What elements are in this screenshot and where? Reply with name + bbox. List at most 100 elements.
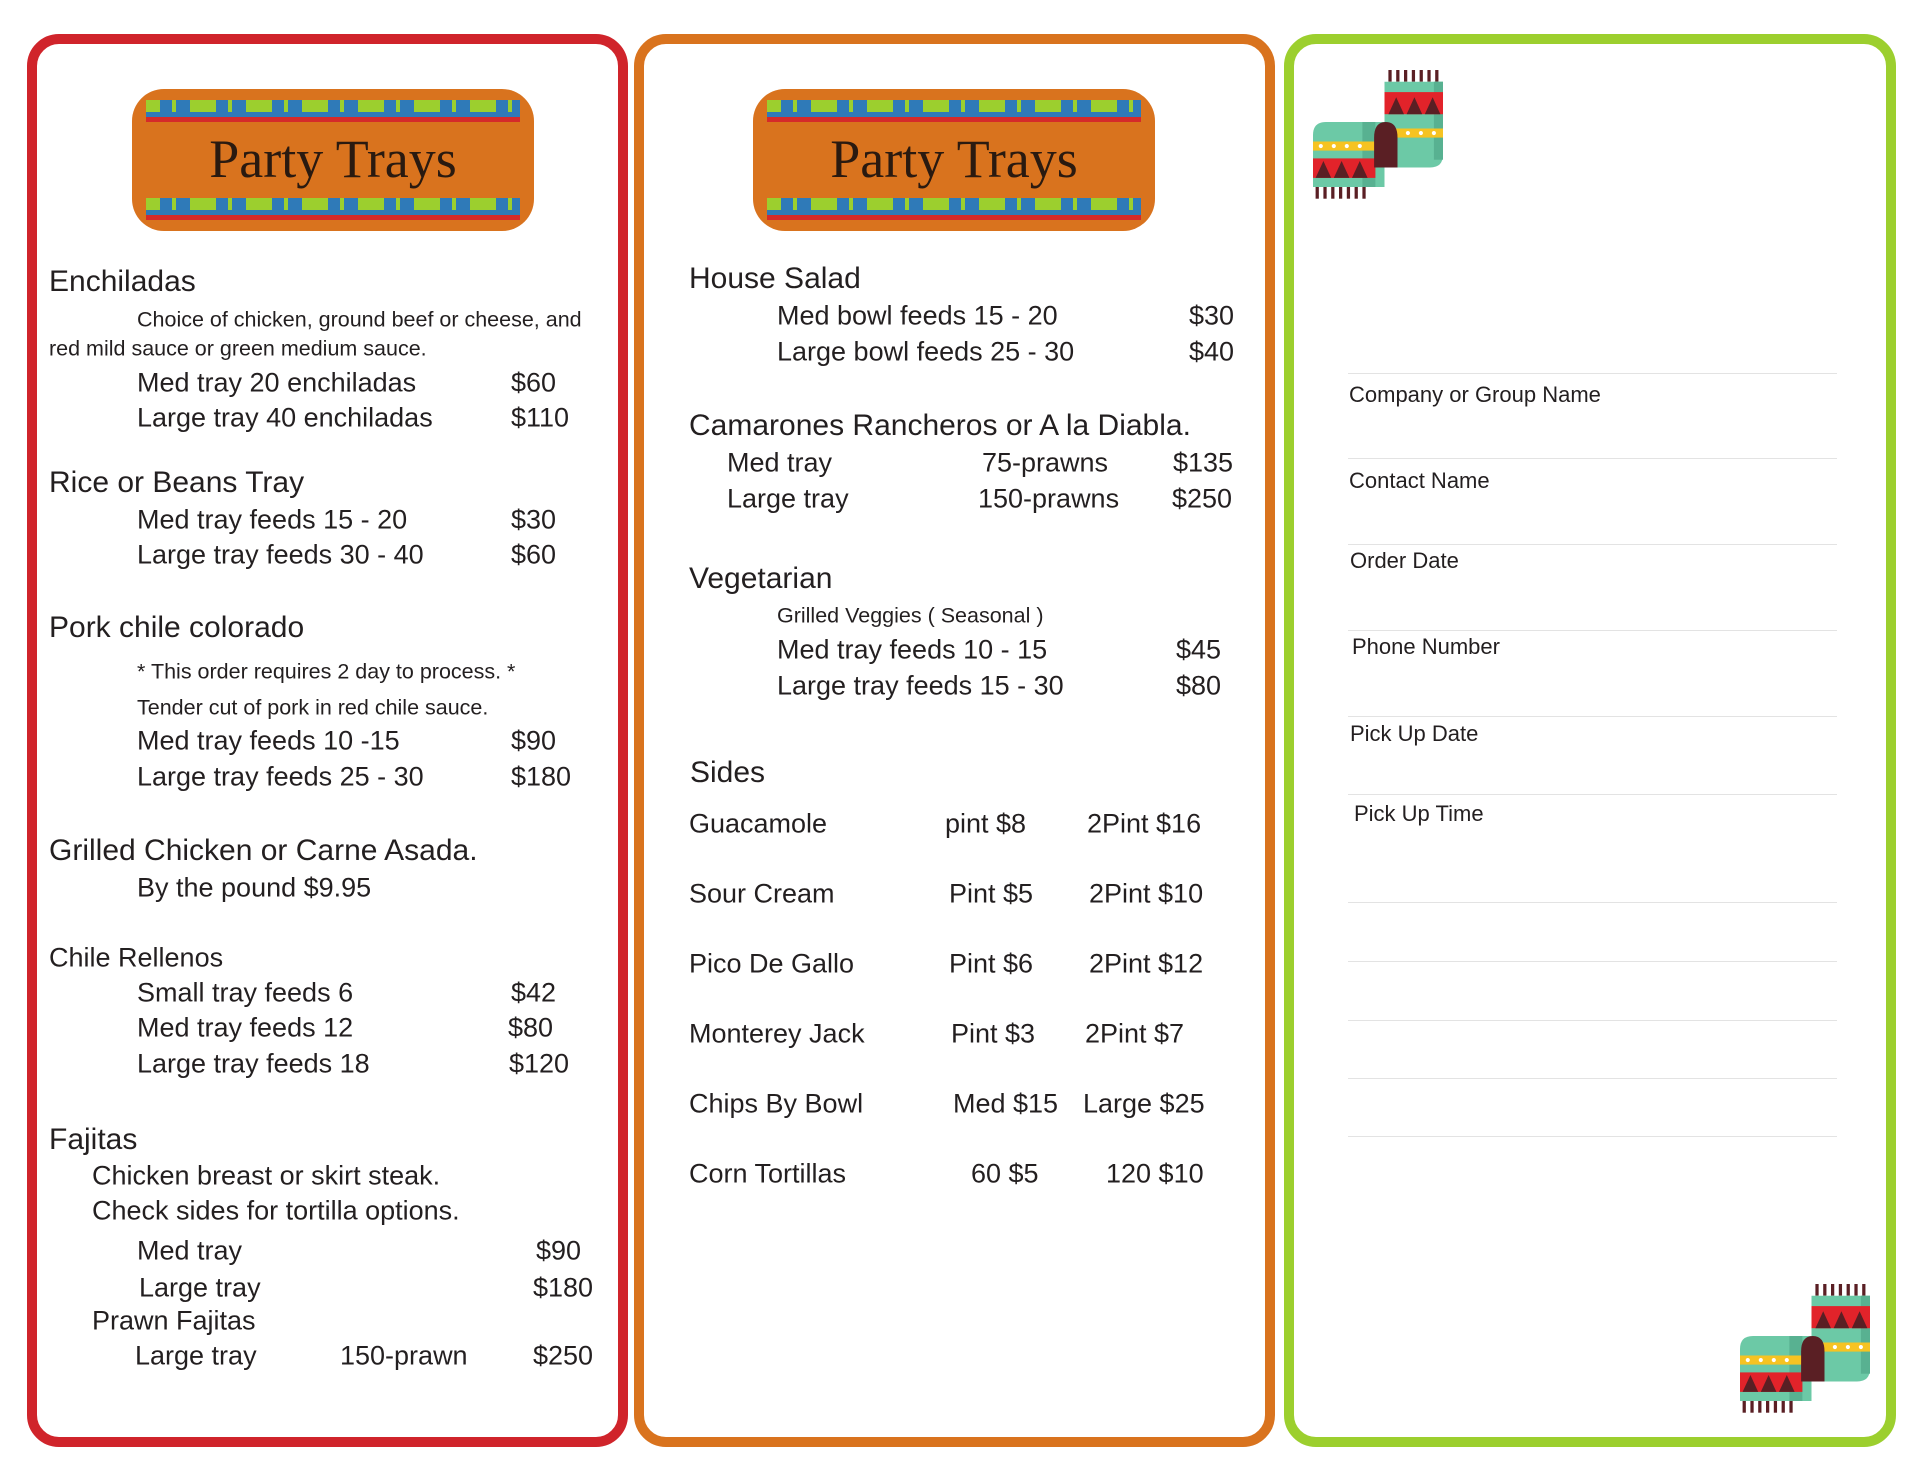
description: Tender cut of pork in red chile sauce. [137,695,489,720]
item-price: $80 [508,1012,554,1043]
poncho-scarf-icon [1740,1284,1870,1414]
item-label: Large tray [135,1340,257,1371]
side-price-small: Pint $5 [949,878,1034,909]
form-line[interactable] [1348,1020,1837,1021]
side-price-large: 2Pint $10 [1089,878,1204,909]
form-line[interactable] [1348,1078,1837,1079]
phone-number-field[interactable]: Phone Number [1352,634,1500,659]
description: Chicken breast or skirt steak. [92,1160,441,1191]
section-title-rellenos: Chile Rellenos [49,942,224,973]
order-date-field[interactable]: Order Date [1350,548,1459,573]
side-price-small: Pint $3 [951,1018,1036,1049]
item-label: Large tray feeds 25 - 30 [137,761,424,792]
item-price: $80 [1176,670,1222,701]
note: * This order requires 2 day to process. … [137,659,516,684]
form-divider [1348,630,1837,631]
item-price: $90 [511,725,557,756]
form-divider [1348,373,1837,374]
company-name-field[interactable]: Company or Group Name [1349,382,1601,407]
item-price: $42 [511,977,557,1008]
item-label: Large bowl feeds 25 - 30 [777,336,1075,367]
subsection-title: Prawn Fajitas [92,1305,256,1336]
side-price-large: 2Pint $16 [1087,808,1202,839]
form-divider [1348,716,1837,717]
side-name: Pico De Gallo [689,948,855,979]
item-price: $60 [511,367,557,398]
aztec-stripe [146,198,520,220]
description: Check sides for tortilla options. [92,1195,460,1226]
item-price: $30 [1189,300,1235,331]
item-price: $30 [511,504,557,535]
side-price-small: pint $8 [945,808,1027,839]
side-name: Guacamole [689,808,828,839]
form-divider [1348,458,1837,459]
aztec-stripe [146,100,520,122]
item-price: $60 [511,539,557,570]
item-price: $110 [511,402,570,433]
item-label: Med tray feeds 15 - 20 [137,504,408,535]
item-label: Med tray feeds 10 -15 [137,725,400,756]
side-price-large: Large $25 [1083,1088,1205,1119]
item-price: $90 [536,1235,582,1266]
section-title-pork: Pork chile colorado [49,611,305,644]
item-label: Large tray [727,483,849,514]
item-label: Med tray feeds 10 - 15 [777,634,1048,665]
side-price-large: 2Pint $7 [1085,1018,1185,1049]
pick-up-time-field[interactable]: Pick Up Time [1354,801,1484,826]
description: By the pound $9.95 [137,872,372,903]
item-label: Med tray feeds 12 [137,1012,354,1043]
aztec-stripe [767,100,1141,122]
left-menu-panel [27,34,628,1447]
item-price: $250 [1172,483,1233,514]
form-divider [1348,794,1837,795]
form-divider [1348,544,1837,545]
item-label: Med bowl feeds 15 - 20 [777,300,1058,331]
item-label: Med tray [727,447,833,478]
item-label: Large tray feeds 30 - 40 [137,539,424,570]
side-name: Monterey Jack [689,1018,865,1049]
description: red mild sauce or green medium sauce. [49,336,427,361]
item-label: Med tray 20 enchiladas [137,367,417,398]
item-quantity: 150-prawns [978,483,1120,514]
item-label: Med tray [137,1235,243,1266]
item-price: $120 [509,1048,570,1079]
item-price: $135 [1173,447,1234,478]
contact-name-field[interactable]: Contact Name [1349,468,1490,493]
section-title-rice: Rice or Beans Tray [49,466,305,499]
party-trays-banner: Party Trays [132,89,534,231]
item-label: Small tray feeds 6 [137,977,354,1008]
item-label: Large tray feeds 15 - 30 [777,670,1064,701]
middle-menu-panel [634,34,1275,1447]
form-line[interactable] [1348,902,1837,903]
pick-up-date-field[interactable]: Pick Up Date [1350,721,1479,746]
form-line[interactable] [1348,1136,1837,1137]
banner-title: Party Trays [209,128,457,189]
description: Grilled Veggies ( Seasonal ) [777,603,1044,628]
poncho-scarf-icon [1313,70,1443,200]
section-title-grilled: Grilled Chicken or Carne Asada. [49,834,478,867]
form-line[interactable] [1348,961,1837,962]
item-price: $250 [533,1340,594,1371]
section-title-enchiladas: Enchiladas [49,265,196,298]
aztec-stripe [767,198,1141,220]
side-name: Chips By Bowl [689,1088,864,1119]
item-price: $180 [511,761,572,792]
item-price: $180 [533,1272,594,1303]
banner-title: Party Trays [830,128,1078,189]
side-price-large: 2Pint $12 [1089,948,1204,979]
item-quantity: 150-prawn [340,1340,468,1371]
side-price-small: Med $15 [953,1088,1059,1119]
order-form-panel [1284,34,1896,1447]
section-title-fajitas: Fajitas [49,1123,138,1156]
section-title-sides: Sides [690,756,766,789]
item-price: $45 [1176,634,1222,665]
item-label: Large tray feeds 18 [137,1048,370,1079]
description: Choice of chicken, ground beef or cheese… [137,307,582,332]
side-name: Corn Tortillas [689,1158,847,1189]
side-name: Sour Cream [689,878,835,909]
side-price-large: 120 $10 [1106,1158,1204,1189]
section-title-camarones: Camarones Rancheros or A la Diabla. [689,409,1191,442]
item-label: Large tray 40 enchiladas [137,402,433,433]
side-price-small: Pint $6 [949,948,1034,979]
party-trays-banner: Party Trays [753,89,1155,231]
